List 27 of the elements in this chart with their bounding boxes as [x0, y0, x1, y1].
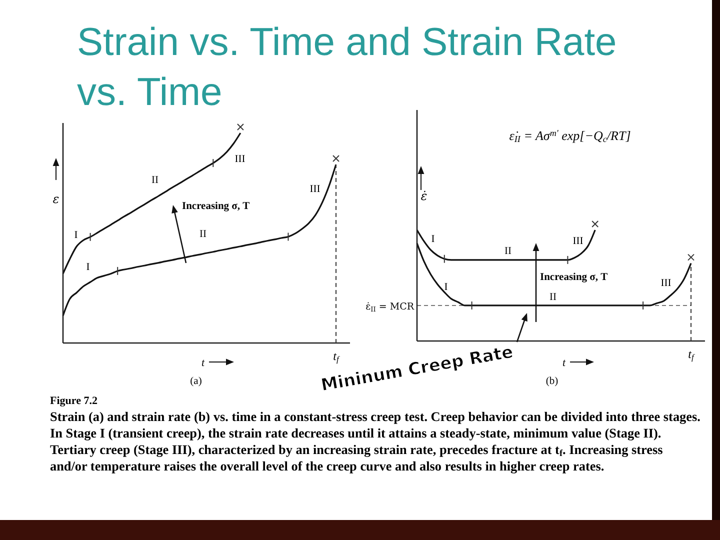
annotation: III — [310, 184, 321, 195]
annotation: III — [660, 278, 672, 289]
annotation: I — [74, 230, 78, 241]
annotation: I — [431, 234, 436, 245]
text: t$_{f}$ — [688, 347, 696, 362]
annotation: I — [444, 282, 448, 293]
x-axis-title: t — [562, 357, 566, 369]
text: (a) — [190, 376, 202, 387]
annotation: I — [86, 262, 90, 273]
y-axis-title: ε — [52, 192, 60, 206]
annotation: II — [550, 292, 557, 303]
annotation: III — [572, 236, 584, 247]
y-axis-title: ε̇ — [420, 189, 428, 203]
text: Strain (a) and strain rate (b) vs. time in a constant-stress creep test. Creep behavior can be divided into three stages. In Stage I (transient creep), the strain rate decreases until it attains a steady-state, minimum value (Stage II). Tertiary creep (Stage III), characterized by an increasing strain rate, precedes fracture at t$_{f}$. Increasing stress and/or temperature raises the overall level of the creep curve and also results in higher creep rates. — [50, 409, 700, 474]
text: ε̇$_{II}$ = Aσ$^{m'}$ exp[−Q$_{c}$/RT] — [509, 128, 631, 144]
annotation: II — [504, 246, 512, 257]
annotation: Increasing σ, T — [540, 272, 608, 283]
chart-title: Strain vs. Time and Strain Rate vs. Time — [77, 21, 617, 114]
caption: Figure 7.2 — [50, 395, 98, 407]
ref-line-label: ε̇$_{II}$ = MCR — [366, 301, 415, 314]
x-axis-title: t — [201, 357, 206, 369]
annotation: II — [200, 229, 207, 240]
text: t$_{f}$ — [333, 349, 341, 364]
annotation: III — [234, 154, 246, 165]
text: (b) — [546, 376, 559, 387]
annotation: II — [152, 175, 159, 186]
annotation: Increasing σ, T — [182, 201, 250, 212]
